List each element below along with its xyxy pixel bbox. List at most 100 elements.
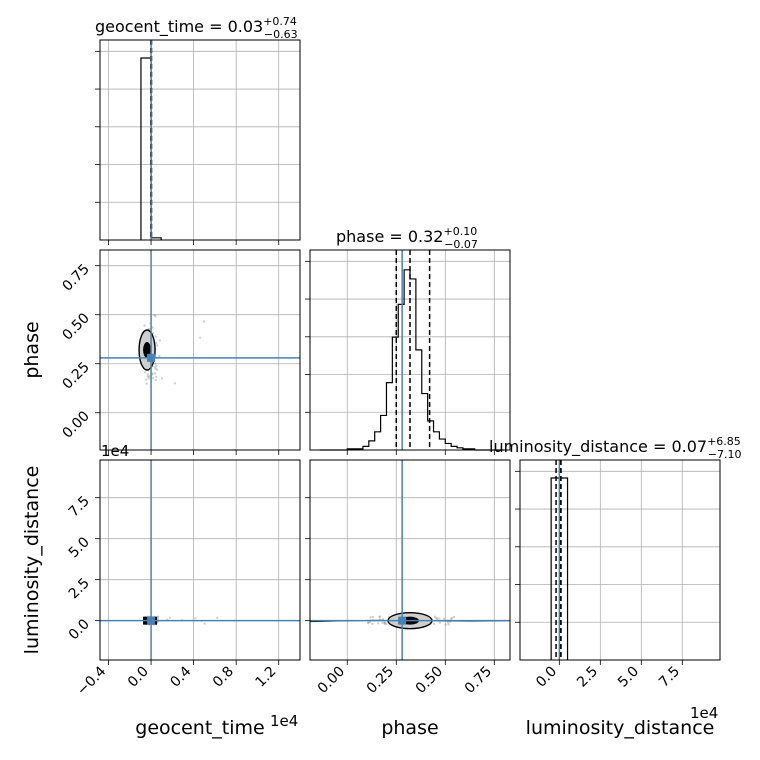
x-axis-label-geocent-time: geocent_time: [135, 717, 264, 739]
sample-point-2-0: [203, 622, 206, 625]
sample-point-1-0: [148, 327, 151, 331]
sample-point-2-0: [156, 615, 160, 618]
title-name: geocent_time: [95, 17, 204, 37]
sample-point-2-1: [369, 616, 372, 619]
sample-point-2-1: [452, 615, 456, 619]
panel-frame-2-2: [519, 459, 721, 661]
sample-point-2-1: [383, 621, 386, 625]
title-plus-error: +6.85: [707, 435, 741, 448]
sample-point-1-0: [153, 313, 156, 317]
sample-point-1-0: [158, 354, 161, 358]
panel-frame-2-0: [99, 459, 301, 661]
sample-point-1-0: [154, 367, 157, 370]
title-eq: =: [204, 17, 228, 36]
title-eq: =: [648, 437, 672, 456]
title-eq: =: [384, 227, 408, 246]
sample-point-2-1: [435, 616, 438, 620]
sample-point-1-0: [155, 364, 158, 367]
y-axis-label-luminosity-distance: luminosity_distance: [21, 466, 43, 655]
sample-point-1-0: [151, 376, 155, 380]
sample-point-1-0: [146, 375, 150, 378]
x-axis-label-luminosity-distance: luminosity_distance: [526, 717, 715, 739]
sample-point-2-1: [378, 615, 381, 619]
panel-title-phase: phase = 0.32+0.10 −0.07: [336, 225, 478, 251]
sample-point-2-1: [366, 621, 370, 625]
sample-point-1-0: [154, 315, 157, 318]
histogram-phase: [319, 269, 505, 451]
sample-point-2-1: [438, 617, 441, 620]
sample-point-1-0: [173, 382, 177, 385]
offset-label-luminosity-distance-x: 1e4: [690, 704, 718, 722]
sample-point-1-0: [154, 341, 158, 345]
sample-point-1-0: [198, 336, 202, 339]
title-name: luminosity_distance: [489, 437, 648, 457]
y-axis-label-phase: phase: [21, 321, 43, 378]
title-median: 0.32: [408, 227, 444, 246]
sample-point-2-1: [368, 621, 372, 624]
sample-point-2-1: [371, 615, 375, 619]
panel-title-luminosity_distance: luminosity_distance = 0.07+6.85 −7.10: [489, 435, 742, 461]
sample-point-2-1: [367, 621, 370, 624]
panel-title-geocent_time: geocent_time = 0.03+0.74 −0.63: [95, 15, 298, 41]
sample-point-2-1: [438, 621, 442, 624]
sample-point-2-1: [442, 617, 446, 621]
title-plus-error: +0.74: [263, 15, 297, 28]
sample-point-1-0: [145, 382, 148, 385]
panel-frame-1-1: [309, 249, 511, 451]
offset-label-geocent-time: 1e4: [270, 712, 298, 730]
sample-point-2-0: [194, 617, 197, 620]
sample-point-2-1: [447, 621, 450, 624]
sample-point-2-0: [215, 616, 219, 620]
sample-point-1-0: [151, 326, 154, 329]
sample-point-1-0: [158, 339, 161, 342]
sample-point-2-1: [381, 621, 384, 625]
sample-point-1-0: [143, 324, 146, 327]
sample-point-1-0: [143, 371, 147, 374]
sample-point-1-0: [153, 366, 157, 369]
sample-point-2-1: [381, 617, 385, 621]
sample-point-2-1: [384, 622, 388, 626]
sample-point-1-0: [146, 373, 149, 376]
injection-marker-1-0: [147, 353, 156, 362]
x-axis-label-phase: phase: [381, 717, 438, 739]
title-minus-error: −0.07: [444, 238, 478, 251]
sample-point-2-1: [433, 615, 437, 619]
sample-point-1-0: [160, 377, 164, 380]
sample-point-1-0: [155, 344, 159, 347]
sample-point-2-1: [383, 621, 387, 625]
sample-point-1-0: [153, 362, 157, 365]
title-minus-error: −7.10: [708, 448, 742, 461]
title-name: phase: [336, 227, 384, 246]
panel-frame-0-0: [99, 39, 301, 241]
sample-point-1-0: [155, 368, 159, 371]
sample-point-2-1: [449, 617, 453, 620]
injection-marker-2-0: [147, 616, 156, 625]
sample-point-2-1: [378, 615, 381, 618]
title-minus-error: −0.63: [264, 28, 298, 41]
sample-point-1-0: [155, 375, 158, 379]
sample-point-2-1: [435, 617, 439, 620]
sample-point-2-1: [371, 622, 374, 626]
title-median: 0.03: [228, 17, 264, 36]
panel-frame-2-1: [309, 459, 511, 661]
sample-point-1-0: [154, 335, 157, 338]
sample-point-1-0: [154, 372, 157, 375]
sample-point-1-0: [148, 374, 151, 378]
sample-point-2-1: [433, 622, 436, 626]
injection-marker-2-1: [398, 616, 407, 625]
sample-point-1-0: [154, 378, 157, 382]
sample-point-2-1: [383, 622, 386, 625]
sample-point-2-0: [168, 616, 172, 619]
sample-point-2-1: [450, 616, 454, 620]
title-median: 0.07: [671, 437, 707, 456]
sample-point-1-0: [145, 378, 148, 381]
sample-point-1-0: [151, 372, 154, 375]
sample-point-1-0: [147, 377, 151, 380]
title-plus-error: +0.10: [443, 225, 477, 238]
sample-point-2-1: [447, 623, 450, 626]
panel-frame-1-0: [99, 249, 301, 451]
offset-label-luminosity-distance-y: 1e4: [101, 442, 129, 460]
sample-point-2-1: [376, 622, 380, 625]
sample-point-1-0: [202, 320, 206, 323]
